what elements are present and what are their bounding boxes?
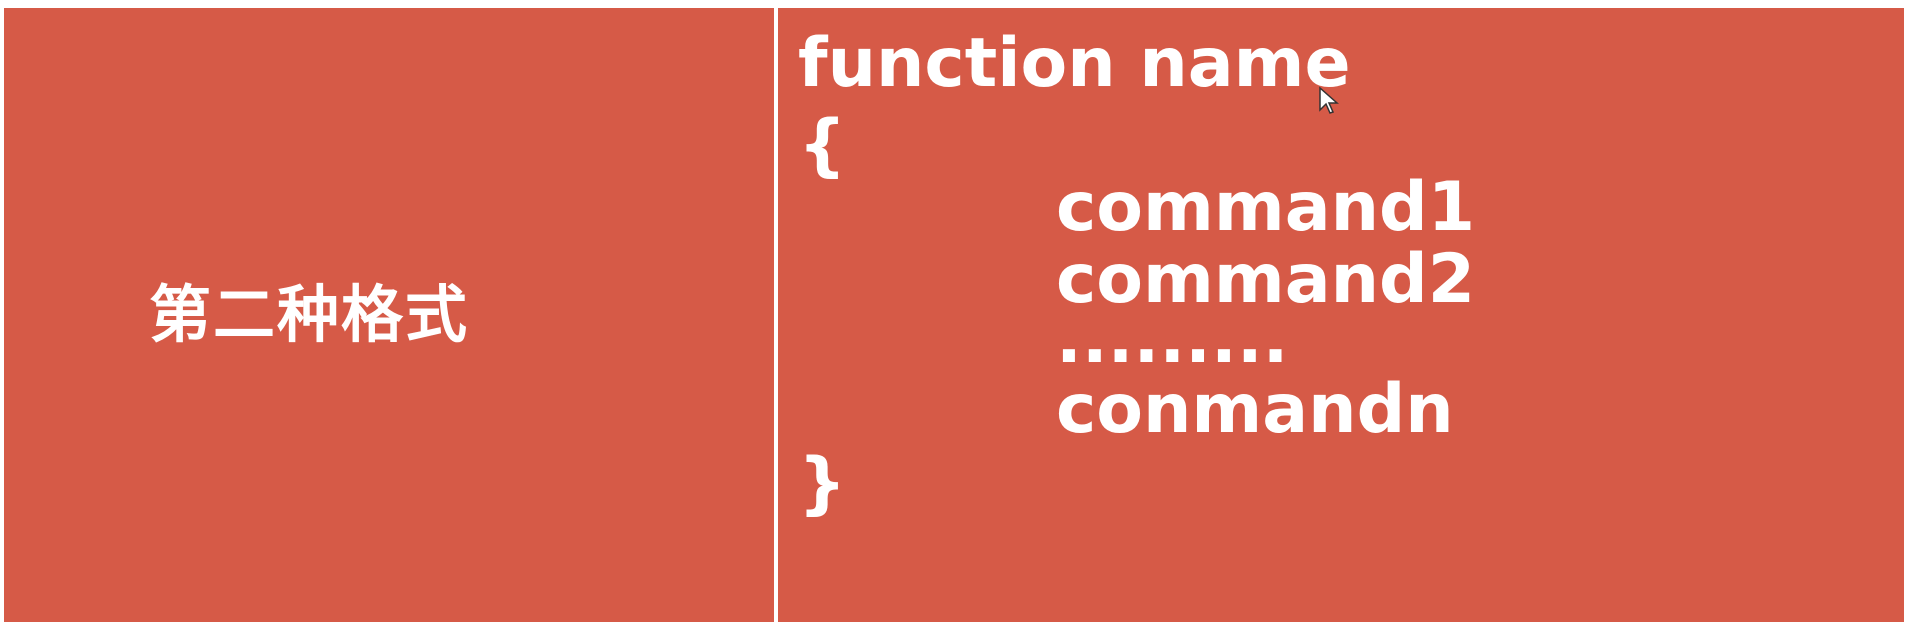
format-label: 第二种格式 [148, 278, 469, 351]
ellipsis-line: ......... [1056, 300, 1289, 379]
command-line-1: command1 [1056, 168, 1476, 247]
command-line-2: command2 [1056, 240, 1476, 319]
mouse-pointer-icon [1319, 86, 1339, 114]
command-line-n: conmandn [1056, 370, 1454, 449]
right-panel: function name { command1 command2 ......… [778, 8, 1904, 622]
left-panel: 第二种格式 [4, 8, 774, 622]
close-brace: } [798, 444, 847, 523]
function-signature: function name [798, 24, 1351, 103]
open-brace: { [798, 106, 847, 185]
